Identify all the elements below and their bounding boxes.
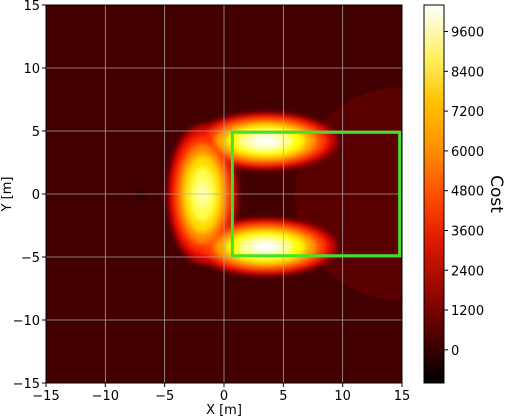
y-tick-label: −5 xyxy=(21,251,40,266)
x-tick-label: −15 xyxy=(32,389,59,404)
y-tick-label: −10 xyxy=(13,314,40,329)
y-tick-label: −15 xyxy=(13,377,40,392)
x-tick-label: −10 xyxy=(92,389,119,404)
colorbar-tick-label: 4800 xyxy=(451,185,484,200)
colorbar-ticks: 9600 8400 7200 6000 4800 3600 2400 1200 0 xyxy=(444,26,484,359)
colorbar: 9600 8400 7200 6000 4800 3600 2400 1200 0 Cost xyxy=(423,4,506,384)
colorbar-tick-label: 2400 xyxy=(451,264,484,279)
colorbar-tick-label: 1200 xyxy=(451,304,484,319)
cost-lobe-layer xyxy=(251,241,280,253)
y-tick-label: 10 xyxy=(23,62,40,77)
x-tick-label: 0 xyxy=(220,389,228,404)
x-tick-label: 5 xyxy=(279,389,287,404)
y-tick-label: 0 xyxy=(32,188,40,203)
x-axis-ticks: −15 −10 −5 0 5 10 15 xyxy=(32,383,410,404)
heatmap-plot-area xyxy=(46,5,402,383)
y-axis-ticks: 15 10 5 0 −5 −10 −15 xyxy=(13,0,46,392)
x-axis-label: X [m] xyxy=(206,403,242,416)
colorbar-tick-label: 6000 xyxy=(451,145,484,160)
x-tick-label: 10 xyxy=(334,389,351,404)
colorbar-tick-label: 3600 xyxy=(451,224,484,239)
colorbar-gradient xyxy=(423,4,445,384)
colorbar-tick-label: 8400 xyxy=(451,65,484,80)
colorbar-label: Cost xyxy=(486,175,506,213)
y-tick-label: 5 xyxy=(32,125,40,140)
colorbar-tick-label: 7200 xyxy=(451,105,484,120)
colorbar-tick-label: 9600 xyxy=(451,26,484,41)
highlight-box xyxy=(230,130,402,258)
x-tick-label: 15 xyxy=(394,389,411,404)
y-axis-label: Y [m] xyxy=(0,177,15,213)
colorbar-tick-label: 0 xyxy=(451,344,459,359)
cost-lobe-layer xyxy=(251,135,280,147)
x-tick-label: −5 xyxy=(155,389,174,404)
y-tick-label: 15 xyxy=(23,0,40,14)
